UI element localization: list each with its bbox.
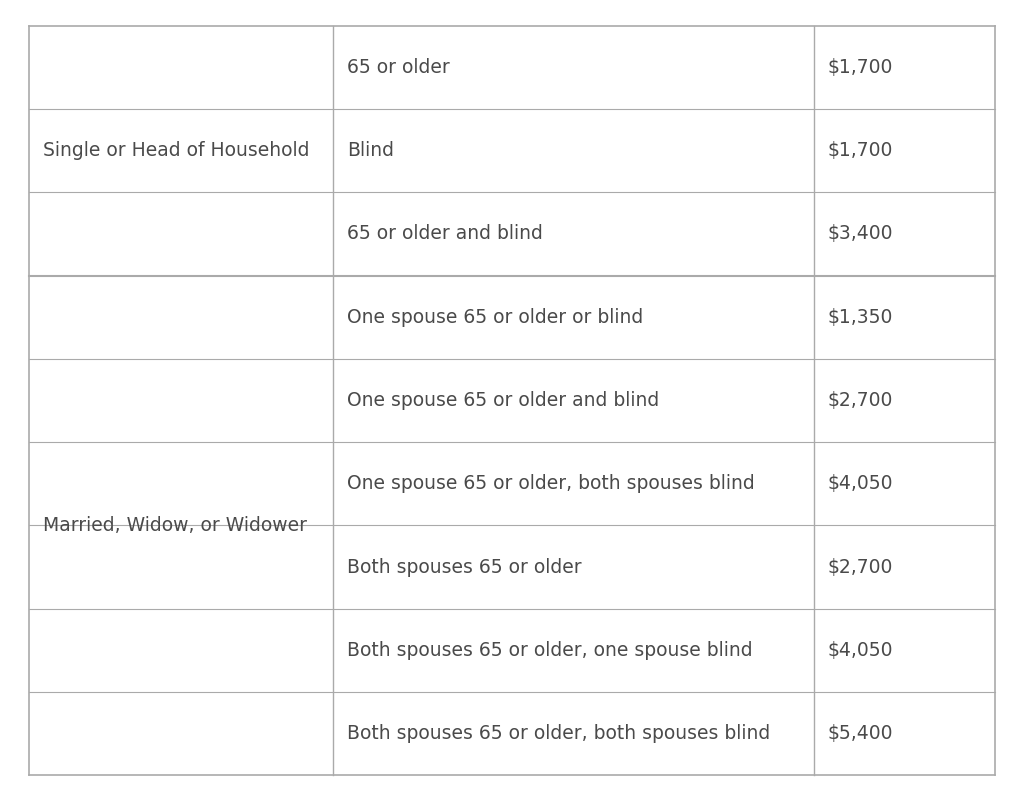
Text: $4,050: $4,050	[827, 474, 893, 493]
Text: $3,400: $3,400	[827, 224, 893, 244]
Text: One spouse 65 or older and blind: One spouse 65 or older and blind	[347, 391, 659, 410]
Text: Blind: Blind	[347, 141, 394, 160]
Text: 65 or older and blind: 65 or older and blind	[347, 224, 543, 244]
Text: $2,700: $2,700	[827, 557, 893, 577]
Text: $1,350: $1,350	[827, 308, 893, 327]
Text: $4,050: $4,050	[827, 641, 893, 660]
Text: $1,700: $1,700	[827, 141, 893, 160]
Text: $1,700: $1,700	[827, 58, 893, 77]
Text: Married, Widow, or Widower: Married, Widow, or Widower	[43, 516, 306, 535]
Text: $5,400: $5,400	[827, 724, 893, 743]
Text: Single or Head of Household: Single or Head of Household	[43, 141, 309, 160]
Text: Both spouses 65 or older: Both spouses 65 or older	[347, 557, 582, 577]
Text: One spouse 65 or older, both spouses blind: One spouse 65 or older, both spouses bli…	[347, 474, 755, 493]
Text: $2,700: $2,700	[827, 391, 893, 410]
Text: 65 or older: 65 or older	[347, 58, 450, 77]
Text: Both spouses 65 or older, both spouses blind: Both spouses 65 or older, both spouses b…	[347, 724, 770, 743]
Text: One spouse 65 or older or blind: One spouse 65 or older or blind	[347, 308, 643, 327]
Text: Both spouses 65 or older, one spouse blind: Both spouses 65 or older, one spouse bli…	[347, 641, 753, 660]
